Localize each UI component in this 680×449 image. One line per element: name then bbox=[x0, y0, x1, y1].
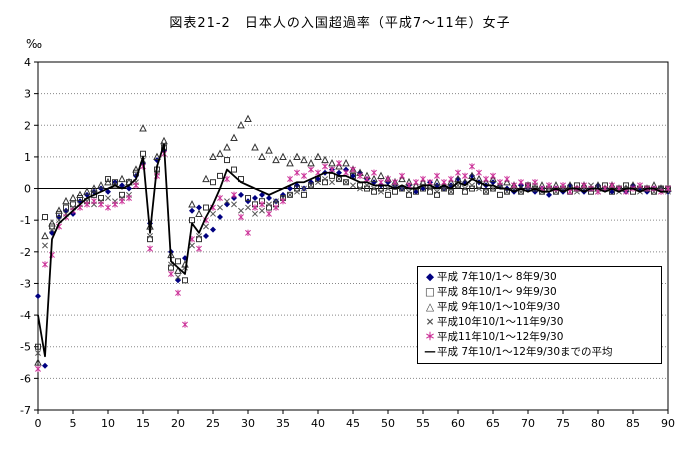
legend-item: □ 平成 8年10/1～ 9年9/30 bbox=[423, 285, 656, 300]
svg-text:60: 60 bbox=[451, 417, 465, 430]
svg-text:85: 85 bbox=[626, 417, 640, 430]
svg-text:40: 40 bbox=[311, 417, 325, 430]
svg-text:15: 15 bbox=[136, 417, 150, 430]
svg-text:-5: -5 bbox=[20, 341, 31, 354]
svg-text:-7: -7 bbox=[20, 404, 31, 417]
chart-title: 図表21-2 日本人の入国超過率（平成7～11年）女子 bbox=[169, 16, 511, 31]
svg-text:45: 45 bbox=[346, 417, 360, 430]
svg-text:55: 55 bbox=[416, 417, 430, 430]
x-marker-icon: × bbox=[425, 316, 435, 328]
legend: ◆ 平成 7年10/1～ 8年9/30 □ 平成 8年10/1～ 9年9/30 … bbox=[417, 266, 662, 364]
svg-text:50: 50 bbox=[381, 417, 395, 430]
svg-text:3: 3 bbox=[24, 88, 31, 101]
svg-text:0: 0 bbox=[24, 183, 31, 196]
legend-item-label: 平成 7年10/1～12年9/30までの平均 bbox=[437, 346, 613, 358]
legend-item-label: 平成 7年10/1～ 8年9/30 bbox=[437, 271, 557, 283]
svg-text:75: 75 bbox=[556, 417, 570, 430]
legend-item-label: 平成 8年10/1～ 9年9/30 bbox=[437, 286, 557, 298]
svg-text:4: 4 bbox=[24, 56, 31, 69]
svg-text:20: 20 bbox=[171, 417, 185, 430]
svg-text:90: 90 bbox=[661, 417, 675, 430]
legend-item: × 平成10年10/1～11年9/30 bbox=[423, 315, 656, 330]
svg-text:-4: -4 bbox=[20, 309, 31, 322]
svg-text:0: 0 bbox=[35, 417, 42, 430]
legend-item: ◆ 平成 7年10/1～ 8年9/30 bbox=[423, 270, 656, 285]
svg-text:-1: -1 bbox=[20, 214, 31, 227]
legend-item: ― 平成 7年10/1～12年9/30までの平均 bbox=[423, 345, 656, 360]
svg-text:1: 1 bbox=[24, 151, 31, 164]
legend-item-label: 平成10年10/1～11年9/30 bbox=[437, 316, 564, 328]
svg-text:65: 65 bbox=[486, 417, 500, 430]
svg-text:30: 30 bbox=[241, 417, 255, 430]
svg-text:10: 10 bbox=[101, 417, 115, 430]
svg-text:25: 25 bbox=[206, 417, 220, 430]
svg-text:-2: -2 bbox=[20, 246, 31, 259]
asterisk-marker-icon: ＊ bbox=[424, 331, 436, 343]
legend-item: ＊ 平成11年10/1～12年9/30 bbox=[423, 330, 656, 345]
svg-text:70: 70 bbox=[521, 417, 535, 430]
legend-item: △ 平成 9年10/1～10年9/30 bbox=[423, 300, 656, 315]
y-axis-unit-label: ‰ bbox=[26, 37, 43, 51]
svg-text:2: 2 bbox=[24, 119, 31, 132]
svg-text:80: 80 bbox=[591, 417, 605, 430]
legend-item-label: 平成11年10/1～12年9/30 bbox=[437, 331, 564, 343]
line-marker-icon: ― bbox=[424, 346, 436, 358]
svg-text:-3: -3 bbox=[20, 277, 31, 290]
svg-text:5: 5 bbox=[70, 417, 77, 430]
triangle-marker-icon: △ bbox=[425, 301, 435, 313]
diamond-marker-icon: ◆ bbox=[425, 271, 435, 283]
square-marker-icon: □ bbox=[425, 286, 435, 298]
legend-item-label: 平成 9年10/1～10年9/30 bbox=[437, 301, 561, 313]
svg-text:35: 35 bbox=[276, 417, 290, 430]
svg-text:-6: -6 bbox=[20, 372, 31, 385]
